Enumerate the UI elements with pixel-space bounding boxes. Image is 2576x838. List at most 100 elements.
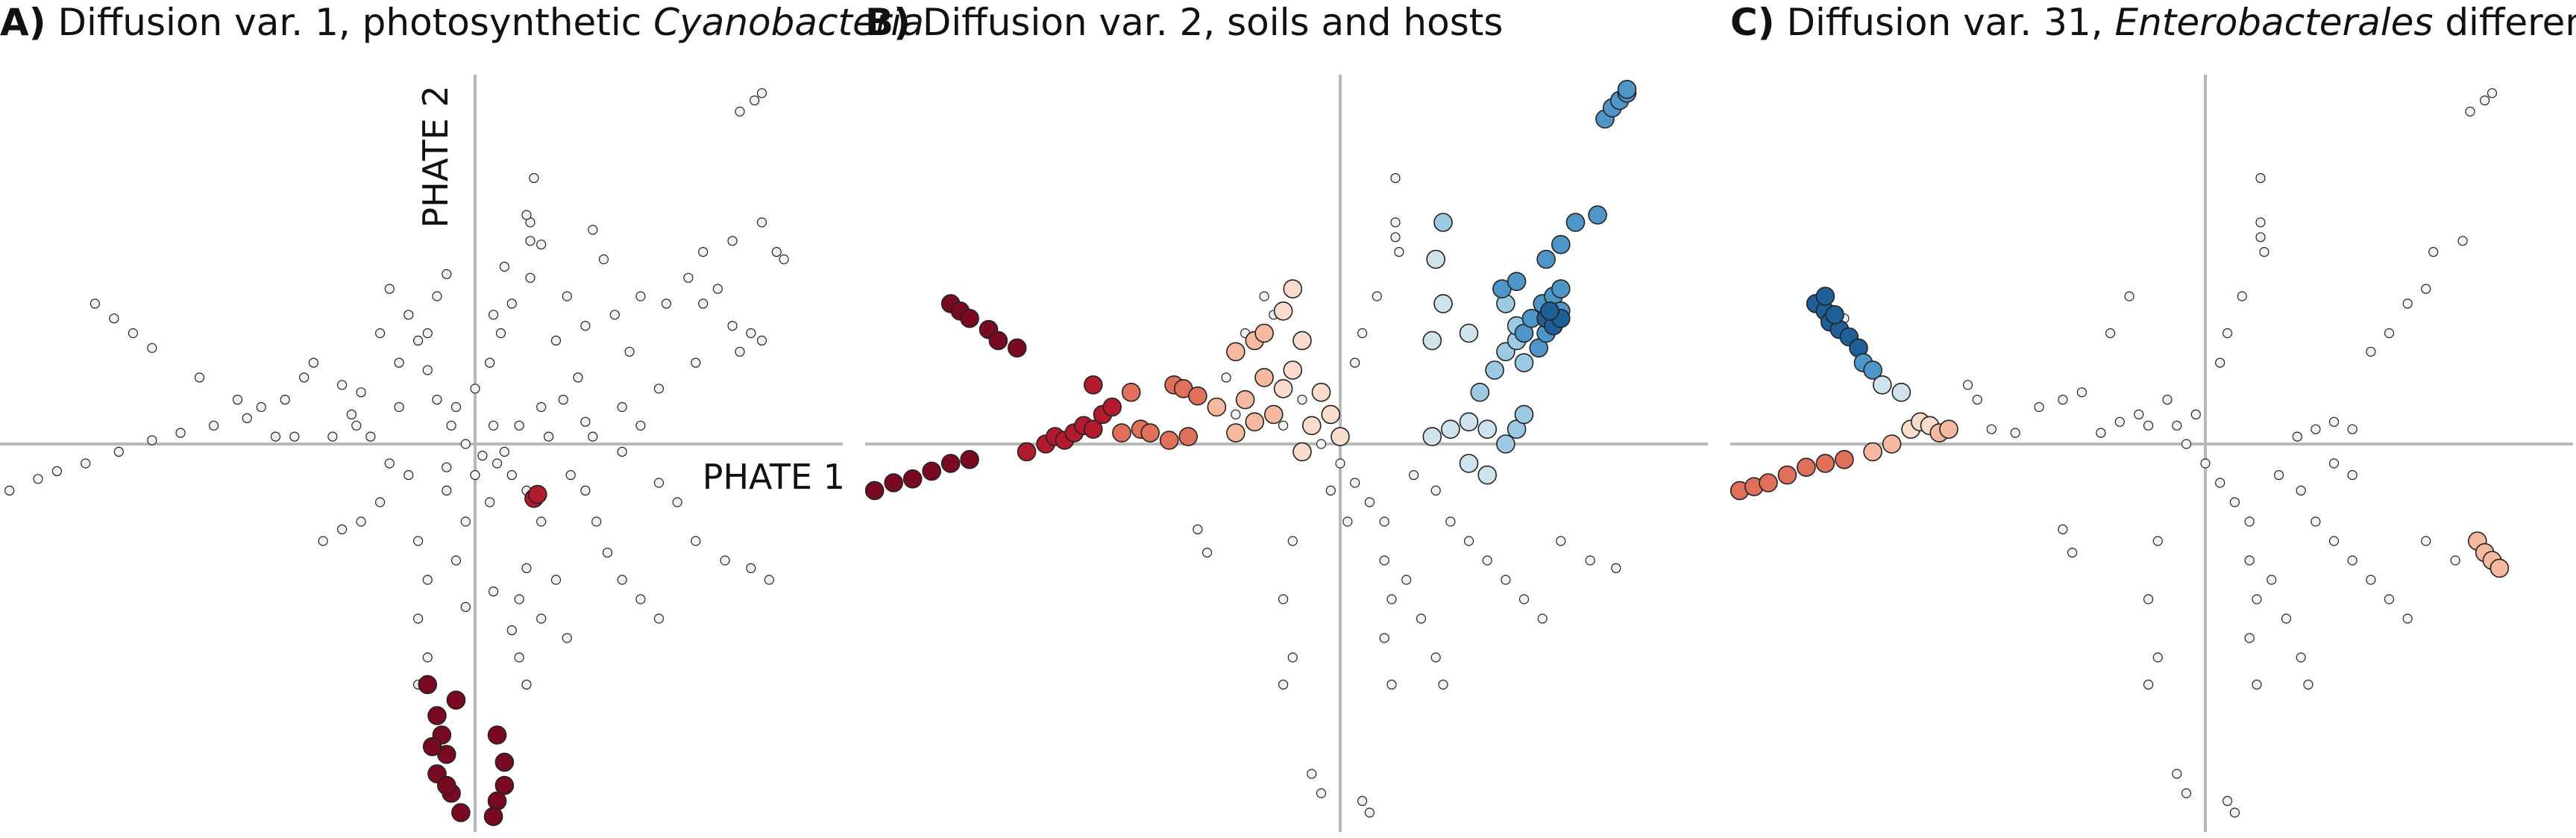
scatter-point-highlight: [1292, 442, 1312, 462]
scatter-point: [536, 401, 547, 413]
scatter-point: [2134, 409, 2144, 420]
scatter-point: [746, 328, 756, 339]
scatter-point: [1438, 679, 1448, 690]
panel-c-title-text: Diffusion var. 31,: [1774, 1, 2115, 44]
scatter-point: [2292, 431, 2302, 442]
scatter-point: [617, 446, 627, 457]
scatter-point-highlight: [1178, 427, 1199, 446]
scatter-point: [1307, 769, 1317, 779]
scatter-point: [550, 575, 562, 585]
panel-c-letter: C): [1730, 1, 1775, 44]
scatter-point: [1193, 524, 1203, 535]
scatter-point-highlight: [1797, 457, 1816, 478]
scatter-point-highlight: [1459, 412, 1479, 432]
scatter-point: [617, 401, 627, 413]
scatter-point: [2200, 458, 2211, 469]
scatter-point-highlight: [1102, 397, 1122, 417]
scatter-point: [550, 335, 562, 345]
scatter-point: [2215, 357, 2225, 368]
scatter-point: [2366, 575, 2376, 585]
scatter-point: [1445, 516, 1456, 527]
scatter-point: [2421, 284, 2431, 294]
scatter-point: [661, 298, 672, 309]
scatter-point: [653, 613, 665, 624]
scatter-point: [450, 555, 462, 566]
scatter-point: [2421, 536, 2431, 546]
scatter-point: [2172, 420, 2182, 431]
scatter-point: [422, 575, 433, 585]
scatter-point: [351, 420, 362, 431]
scatter-point: [375, 497, 386, 507]
scatter-point: [1357, 795, 1368, 807]
scatter-point: [442, 485, 452, 496]
scatter-point: [543, 431, 554, 442]
scatter-point-highlight: [1254, 323, 1274, 343]
scatter-point: [2480, 96, 2490, 106]
scatter-point: [299, 372, 310, 383]
scatter-point: [1482, 555, 1492, 566]
scatter-point: [2215, 478, 2225, 488]
scatter-point: [691, 357, 701, 368]
scatter-point-highlight: [988, 331, 1008, 351]
scatter-point: [521, 210, 532, 220]
scatter-point-highlight: [1433, 294, 1453, 313]
scatter-point: [232, 394, 243, 405]
panel-c-title-italic: Enterobacterales: [2114, 1, 2434, 44]
scatter-point-highlight: [2489, 558, 2510, 578]
panel-b-title-text: Diffusion var. 2, soils and hosts: [910, 1, 1504, 44]
scatter-point: [1350, 478, 1360, 488]
scatter-point: [109, 313, 119, 324]
scatter-point: [460, 516, 471, 527]
scatter-point: [727, 236, 738, 246]
scatter-point-highlight: [960, 449, 979, 469]
scatter-point: [1463, 536, 1474, 546]
scatter-point: [412, 335, 424, 345]
scatter-point: [514, 420, 524, 431]
scatter-point: [1297, 394, 1307, 405]
scatter-point: [81, 458, 91, 469]
scatter-point-highlight: [1112, 423, 1131, 443]
scatter-point: [1287, 536, 1298, 546]
scatter-point: [1316, 439, 1327, 449]
scatter-point: [588, 225, 598, 235]
scatter-point: [442, 462, 452, 472]
scatter-point-highlight: [1311, 382, 1331, 402]
scatter-point-highlight: [865, 481, 885, 501]
scatter-point: [573, 372, 583, 383]
scatter-point: [1350, 357, 1360, 368]
scatter-point-highlight: [1273, 301, 1293, 321]
scatter-point: [403, 310, 414, 320]
scatter-point-highlight: [940, 454, 961, 473]
scatter-point: [1390, 232, 1401, 243]
scatter-point: [2384, 328, 2395, 339]
scatter-point: [506, 625, 517, 636]
scatter-point-highlight: [1485, 360, 1504, 380]
scatter-point: [558, 394, 568, 405]
scatter-point: [446, 420, 456, 431]
scatter-point: [2296, 652, 2306, 663]
scatter-point: [565, 469, 576, 481]
scatter-point: [2428, 247, 2439, 257]
scatter-point: [1611, 563, 1621, 574]
scatter-point: [1316, 788, 1327, 798]
panel-c-title-suffix: differences: [2445, 1, 2576, 44]
scatter-point: [1390, 173, 1401, 184]
scatter-point: [580, 416, 591, 427]
scatter-point: [1430, 652, 1441, 663]
scatter-point: [394, 401, 404, 413]
scatter-point: [1556, 536, 1566, 546]
scatter-point: [521, 679, 532, 690]
scatter-point: [2244, 555, 2255, 566]
scatter-point: [2181, 439, 2192, 449]
scatter-point-highlight: [494, 752, 515, 772]
scatter-point: [384, 284, 395, 294]
panel-b-letter: B): [865, 1, 911, 44]
scatter-point: [756, 335, 767, 345]
scatter-point: [89, 298, 101, 309]
scatter-point: [422, 652, 433, 663]
scatter-point: [2244, 633, 2255, 643]
scatter-point: [2255, 217, 2266, 228]
scatter-point: [113, 446, 124, 457]
scatter-point: [394, 357, 404, 368]
scatter-point: [1364, 497, 1375, 507]
